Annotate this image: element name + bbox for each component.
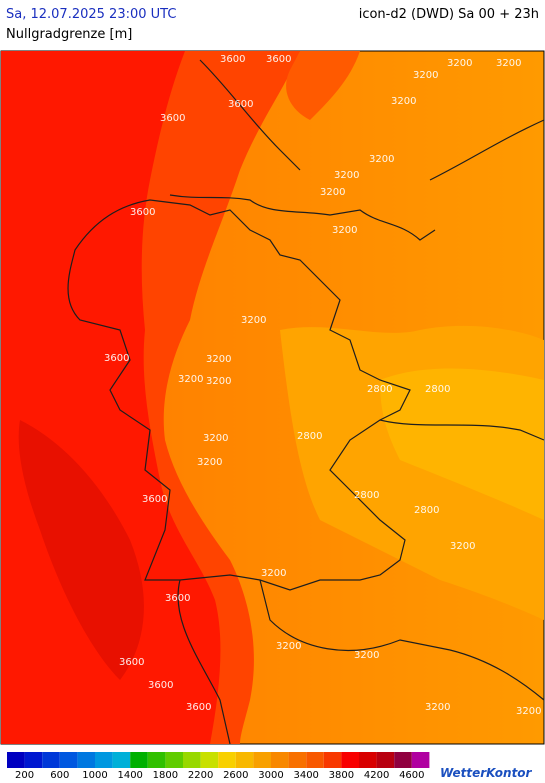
colorbar-swatch <box>165 752 183 768</box>
colorbar-swatch <box>147 752 166 768</box>
colorbar-swatch <box>95 752 113 768</box>
contour-label: 3600 <box>266 54 291 65</box>
contour-label: 3200 <box>276 641 301 652</box>
contour-label: 3200 <box>261 568 286 579</box>
colorbar-swatch <box>411 752 430 768</box>
colorbar-swatch <box>24 752 43 768</box>
contour-label: 3200 <box>334 170 359 181</box>
contour-label: 3600 <box>160 113 185 124</box>
brand: WetterKontor <box>440 766 533 780</box>
colorbar-label: 3000 <box>258 770 283 781</box>
contour-label: 2800 <box>367 384 392 395</box>
contour-label: 3200 <box>425 702 450 713</box>
contour-label: 3200 <box>516 706 541 717</box>
colorbar-label: 3400 <box>293 770 318 781</box>
contour-label: 3200 <box>413 70 438 81</box>
parameter: Nullgradgrenze [m] <box>6 27 133 42</box>
contour-label: 3600 <box>228 99 253 110</box>
colorbar-swatch <box>376 752 395 768</box>
colorbar-swatch <box>42 752 60 768</box>
borders <box>67 59 545 745</box>
contour-label: 3200 <box>369 154 394 165</box>
colorbar-swatch <box>218 752 236 768</box>
contour-label: 3200 <box>320 187 345 198</box>
colorbar-label: 4600 <box>399 770 424 781</box>
colorbar-swatch <box>112 752 131 768</box>
colorbar-swatch <box>288 752 307 768</box>
contour-label: 3200 <box>354 650 379 661</box>
colorbar-label: 1800 <box>153 770 178 781</box>
colorbar-label: 1400 <box>117 770 142 781</box>
colorbar-label: 3800 <box>329 770 354 781</box>
contour-label: 3200 <box>197 457 222 468</box>
contour-label: 2800 <box>354 490 379 501</box>
contour-label: 2800 <box>425 384 450 395</box>
colorbar-swatch <box>7 752 25 768</box>
contour-label: 3200 <box>332 225 357 236</box>
colorbar-swatch <box>130 752 148 768</box>
colorbar-swatch <box>323 752 342 768</box>
colorbar-swatch <box>200 752 219 768</box>
datetime: Sa, 12.07.2025 23:00 UTC <box>6 7 177 22</box>
contour-label: 3200 <box>496 58 521 69</box>
contour-label: 3200 <box>450 541 475 552</box>
contour-label: 3200 <box>178 374 203 385</box>
model-run: icon-d2 (DWD) Sa 00 + 23h <box>358 7 539 22</box>
colorbar-label: 2200 <box>188 770 213 781</box>
contour-label: 3200 <box>241 315 266 326</box>
contour-label: 3600 <box>165 593 190 604</box>
colorbar-label: 1000 <box>82 770 107 781</box>
map <box>0 50 545 745</box>
contour-label: 3600 <box>119 657 144 668</box>
contour-label: 2800 <box>414 505 439 516</box>
colorbar-label: 2600 <box>223 770 248 781</box>
contour-label: 2800 <box>297 431 322 442</box>
colorbar-swatch <box>341 752 359 768</box>
contour-label: 3200 <box>391 96 416 107</box>
colorbar-swatch <box>59 752 78 768</box>
contour-label: 3200 <box>203 433 228 444</box>
colorbar-swatch <box>271 752 289 768</box>
colorbar-label: 200 <box>15 770 34 781</box>
colorbar-swatch <box>394 752 412 768</box>
colorbar: 200 600 1000 1400 1800 2200 2600 3000 3400 3800 42… <box>7 752 430 781</box>
colorbar-swatch <box>183 752 201 768</box>
contour-label: 3600 <box>130 207 155 218</box>
colorbar-label: 600 <box>50 770 69 781</box>
contour-label: 3200 <box>206 354 231 365</box>
contour-label: 3600 <box>142 494 167 505</box>
contour-label: 3600 <box>220 54 245 65</box>
contour-label: 3600 <box>186 702 211 713</box>
contour-label: 3200 <box>447 58 472 69</box>
colorbar-swatch <box>359 752 377 768</box>
contour-label: 3600 <box>104 353 129 364</box>
colorbar-swatch <box>77 752 95 768</box>
colorbar-swatch <box>235 752 254 768</box>
contour-label: 3600 <box>148 680 173 691</box>
colorbar-swatch <box>306 752 324 768</box>
contour-label: 3200 <box>206 376 231 387</box>
colorbar-swatch <box>253 752 271 768</box>
colorbar-label: 4200 <box>364 770 389 781</box>
